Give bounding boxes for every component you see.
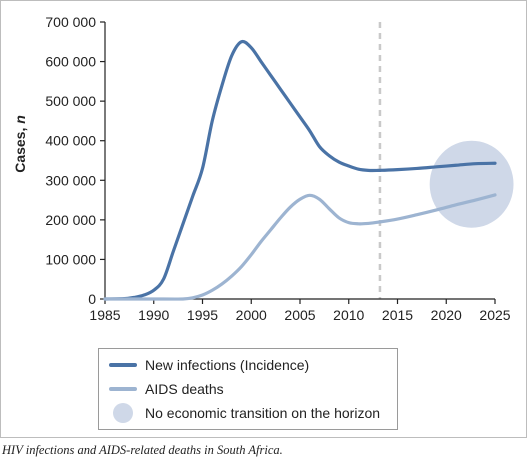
y-tick-label: 0: [88, 291, 96, 307]
legend-label-aids-deaths: AIDS deaths: [145, 381, 224, 397]
y-tick-label: 100 000: [45, 251, 96, 267]
x-tick-label: 1990: [138, 307, 169, 323]
y-tick-label: 600 000: [45, 54, 96, 70]
series-layer: [103, 39, 497, 301]
line-chart: 0 100 000 200 000 300 000 400 000 500 000 600 …: [12, 14, 514, 323]
legend-label-no-transition: No economic transition on the horizon: [145, 405, 381, 421]
legend-item-no-transition: No economic transition on the horizon: [109, 402, 380, 424]
y-tick-label: 200 000: [45, 212, 96, 228]
highlight-layer: [429, 140, 514, 228]
legend-label-new-infections: New infections (Incidence): [145, 357, 310, 373]
tick-labels-layer: 0 100 000 200 000 300 000 400 000 500 000 600 …: [45, 14, 510, 323]
y-tick-label: 300 000: [45, 172, 96, 188]
x-tick-label: 2010: [333, 307, 364, 323]
x-tick-label: 2005: [284, 307, 315, 323]
legend-swatch-aids-deaths: [109, 387, 137, 391]
highlight-circle: [429, 140, 514, 228]
y-axis-title-main: Cases,: [12, 124, 28, 173]
x-tick-label: 2000: [236, 307, 267, 323]
figure-caption: HIV infections and AIDS-related deaths i…: [2, 443, 283, 457]
legend-item-new-infections: New infections (Incidence): [109, 354, 309, 376]
y-axis-title-n: n: [12, 115, 28, 124]
axes-layer: [100, 21, 496, 304]
x-tick-label: 2025: [479, 307, 510, 323]
x-tick-label: 1995: [187, 307, 218, 323]
legend-swatch-new-infections: [109, 363, 137, 367]
x-tick-label: 2015: [382, 307, 413, 323]
y-tick-label: 500 000: [45, 93, 96, 109]
y-tick-label: 400 000: [45, 133, 96, 149]
x-tick-label: 1985: [89, 307, 120, 323]
y-axis-title: Cases, n: [12, 115, 28, 173]
y-tick-label: 700 000: [45, 14, 96, 30]
series-line-new-infections: [103, 39, 497, 301]
legend-swatch-no-transition: [113, 403, 133, 423]
legend-item-aids-deaths: AIDS deaths: [109, 378, 224, 400]
x-tick-label: 2020: [431, 307, 462, 323]
series-line-aids-deaths: [103, 193, 497, 301]
figure-frame: 0 100 000 200 000 300 000 400 000 500 000 600 …: [0, 0, 527, 438]
chart-legend: New infections (Incidence) AIDS deaths N…: [98, 348, 398, 430]
